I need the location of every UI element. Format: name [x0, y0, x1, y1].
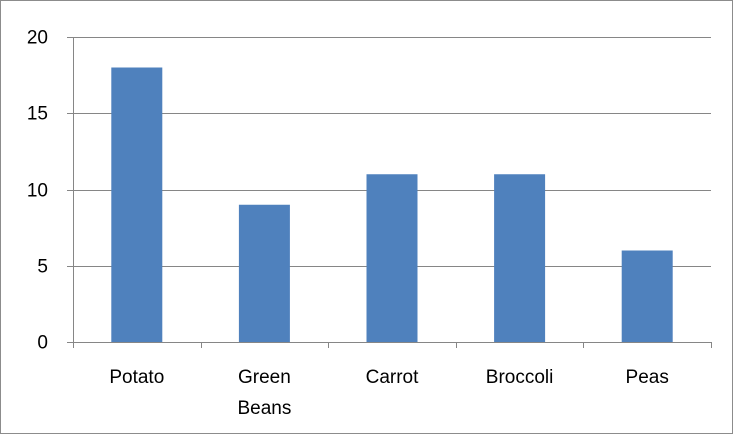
bar-broccoli: [494, 174, 546, 342]
y-tick-labels: 0 5 10 15 20: [27, 28, 48, 354]
y-tick-label: 10: [27, 181, 48, 202]
x-tick-label: Broccoli: [486, 367, 554, 388]
x-tick-labels: Potato Green Beans Carrot Broccoli Peas: [109, 367, 669, 419]
bar-potato: [111, 67, 163, 342]
x-tick-label: Peas: [626, 367, 669, 388]
y-tick-label: 20: [27, 28, 48, 49]
bars: [111, 67, 673, 342]
bar-peas: [621, 250, 673, 342]
axes: [67, 37, 712, 348]
x-tick-label: Carrot: [366, 367, 420, 388]
bar-carrot: [366, 174, 418, 342]
bar-green-beans: [238, 204, 290, 342]
y-tick-label: 0: [37, 333, 48, 354]
x-tick-label: Potato: [109, 367, 164, 388]
x-tick-label: Green Beans: [237, 367, 291, 419]
y-tick-label: 15: [27, 104, 48, 125]
y-tick-label: 5: [37, 257, 48, 278]
